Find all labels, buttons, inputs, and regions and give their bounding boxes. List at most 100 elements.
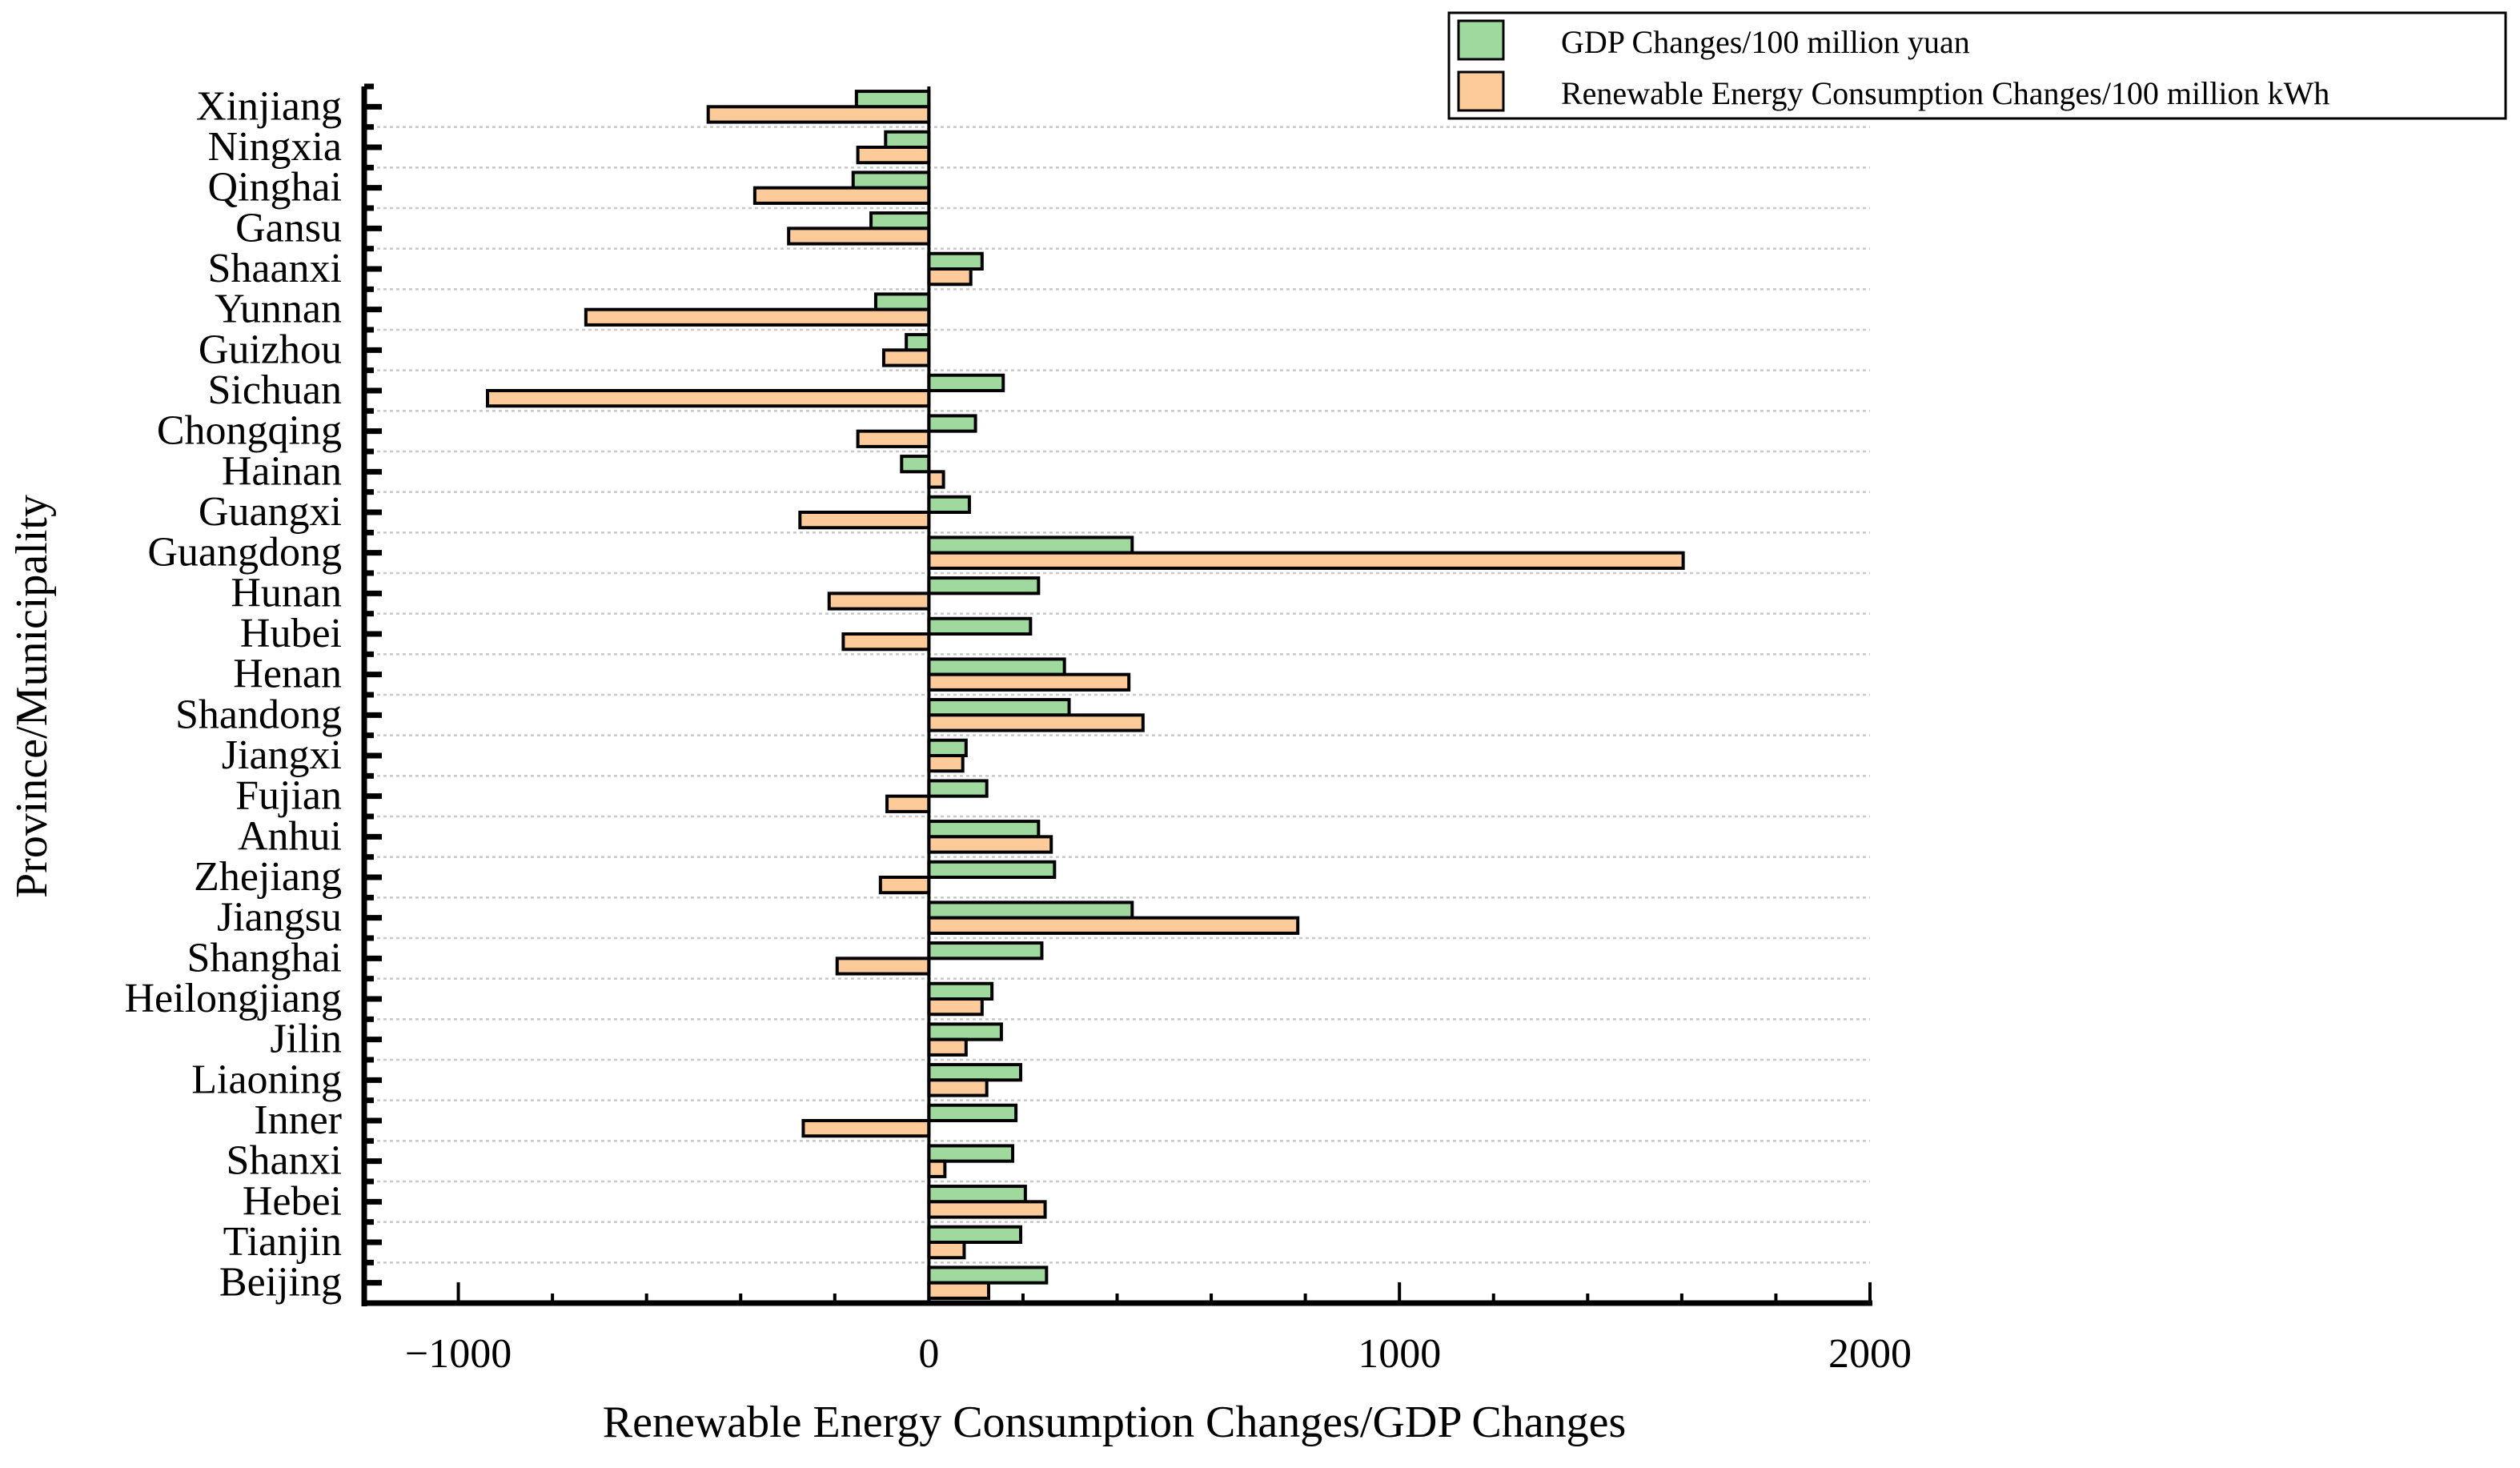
bar-gdp-yunnan: [873, 292, 931, 311]
gridlines: [364, 126, 1870, 1264]
legend-box: [1447, 11, 2507, 120]
bar-gdp-zhejiang: [927, 860, 1057, 880]
bar-rec-jilin: [927, 1037, 968, 1057]
y-tick-label: Inner: [254, 1097, 342, 1143]
x-tick-labels: −1000 0 1000 2000: [405, 1331, 1912, 1377]
y-tick-label: Qinghai: [207, 165, 342, 211]
bar-rec-hainan: [927, 470, 945, 489]
bar-rec-hunan: [827, 592, 931, 611]
y-tick-label: Ningxia: [207, 124, 342, 170]
bar-rec-shanxi: [927, 1159, 947, 1178]
bar-rec-heilongjiang: [927, 997, 984, 1017]
y-tick-label: Chongqing: [157, 408, 342, 454]
bar-gdp-qinghai: [851, 170, 931, 190]
bar-gdp-beijing: [927, 1265, 1049, 1285]
bar-gdp-xinjiang: [854, 90, 931, 109]
y-tick-label: Henan: [233, 652, 342, 697]
bar-rec-sichuan: [486, 389, 931, 408]
bar-rec-xinjiang: [706, 105, 931, 124]
bar-gdp-sichuan: [927, 373, 1005, 393]
bar-gdp-hubei: [927, 616, 1033, 636]
bar-gdp-liaoning: [927, 1063, 1022, 1082]
y-tick-label: Shaanxi: [207, 246, 342, 291]
bar-rec-gansu: [787, 227, 931, 246]
y-tick-label: Zhejiang: [194, 854, 342, 900]
bar-rec-shandong: [927, 713, 1145, 732]
x-tick-label: 0: [918, 1331, 939, 1377]
bar-gdp-gansu: [869, 211, 931, 231]
y-tick-label: Hubei: [240, 611, 342, 656]
x-tick-label: 1000: [1358, 1331, 1441, 1377]
bar-gdp-chongqing: [927, 414, 977, 433]
y-tick-label: Shanxi: [227, 1138, 342, 1184]
y-tick-label: Guizhou: [199, 327, 342, 372]
bar-gdp-guangdong: [927, 535, 1134, 555]
bar-rec-shanghai: [835, 957, 931, 976]
bar-gdp-ningxia: [884, 130, 931, 150]
bar-rec-hubei: [841, 632, 931, 652]
bar-rec-jiangxi: [927, 754, 965, 773]
y-axis-label: Province/Municipality: [7, 495, 57, 898]
legend-swatch-rec: [1457, 70, 1505, 112]
bar-gdp-shanghai: [927, 941, 1044, 961]
bar-gdp-jiangsu: [927, 900, 1134, 920]
legend-label-gdp: GDP Changes/100 million yuan: [1561, 24, 1970, 60]
bar-rec-inner: [801, 1119, 931, 1138]
axes: [361, 83, 1872, 1306]
bar-gdp-fujian: [927, 779, 989, 798]
bar-rec-qinghai: [752, 186, 931, 205]
bar-gdp-jilin: [927, 1022, 1003, 1041]
bar-gdp-guangxi: [927, 495, 971, 514]
bar-rec-ningxia: [856, 146, 931, 165]
bar-gdp-shaanxi: [927, 251, 984, 271]
legend: GDP Changes/100 million yuan Renewable E…: [1447, 11, 2507, 120]
y-tick-label: Hainan: [222, 448, 342, 494]
bar-rec-jiangsu: [927, 916, 1300, 935]
bar-rec-yunnan: [584, 307, 931, 327]
bar-rec-zhejiang: [878, 876, 931, 895]
bar-gdp-hunan: [927, 576, 1041, 596]
bar-rec-tianjin: [927, 1241, 966, 1260]
legend-swatch-gdp: [1457, 19, 1505, 61]
bar-rec-liaoning: [927, 1078, 989, 1097]
bar-gdp-inner: [927, 1103, 1018, 1123]
bar-rec-guangdong: [927, 551, 1685, 570]
x-tick-label: −1000: [405, 1331, 512, 1377]
y-tick-label: Guangxi: [199, 489, 342, 535]
bar-rec-hebei: [927, 1200, 1047, 1219]
y-tick-label: Jiangxi: [222, 732, 342, 778]
bar-rec-anhui: [927, 835, 1053, 854]
bar-gdp-jiangxi: [927, 738, 968, 757]
y-tick-labels: XinjiangNingxiaQinghaiGansuShaanxiYunnan…: [124, 83, 342, 1305]
y-tick-label: Sichuan: [207, 367, 342, 413]
y-tick-label: Shandong: [175, 692, 342, 737]
bar-rec-shaanxi: [927, 267, 973, 287]
bar-gdp-henan: [927, 657, 1066, 676]
y-tick-label: Heilongjiang: [124, 976, 342, 1021]
bar-rec-guizhou: [881, 348, 931, 367]
bar-gdp-anhui: [927, 820, 1041, 839]
x-axis-label: Renewable Energy Consumption Changes/GDP…: [603, 1398, 1627, 1447]
x-tick-label: 2000: [1828, 1331, 1912, 1377]
y-tick-label: Fujian: [235, 773, 342, 819]
y-tick-label: Liaoning: [191, 1057, 342, 1102]
bar-rec-guangxi: [798, 511, 931, 530]
y-tick-label: Gansu: [235, 205, 342, 251]
bar-gdp-hebei: [927, 1185, 1027, 1204]
legend-label-rec: Renewable Energy Consumption Changes/100…: [1561, 75, 2329, 111]
bar-rec-chongqing: [856, 429, 931, 448]
y-tick-label: Shanghai: [187, 935, 342, 981]
y-tick-label: Anhui: [238, 813, 342, 859]
bar-gdp-shandong: [927, 698, 1071, 717]
bars: [486, 90, 1685, 1300]
bar-rec-beijing: [927, 1281, 991, 1300]
y-tick-label: Jilin: [270, 1017, 342, 1062]
bar-gdp-shanxi: [927, 1144, 1015, 1163]
y-tick-label: Guangdong: [147, 530, 342, 576]
y-tick-label: Xinjiang: [196, 83, 342, 129]
y-tick-label: Tianjin: [223, 1219, 342, 1265]
y-tick-label: Hunan: [231, 570, 342, 616]
y-tick-label: Jiangsu: [217, 895, 342, 941]
y-tick-label: Beijing: [219, 1260, 342, 1306]
